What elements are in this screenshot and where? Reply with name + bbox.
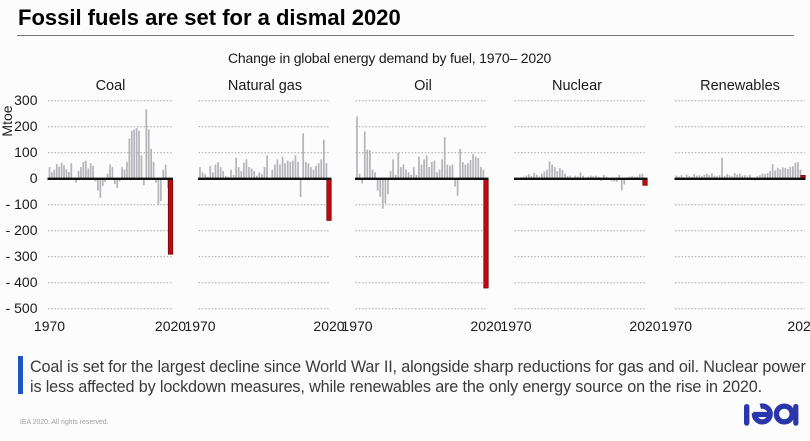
svg-text:0: 0 <box>30 170 38 186</box>
svg-text:1970: 1970 <box>184 318 215 334</box>
svg-text:300: 300 <box>14 92 38 108</box>
svg-text:2020: 2020 <box>155 318 186 334</box>
svg-text:2020: 2020 <box>313 318 344 334</box>
svg-text:Natural gas: Natural gas <box>228 78 302 94</box>
svg-text:- 300: - 300 <box>6 248 38 264</box>
svg-text:2020: 2020 <box>629 318 660 334</box>
svg-text:- 100: - 100 <box>6 196 38 212</box>
svg-text:200: 200 <box>14 118 38 134</box>
svg-text:Renewables: Renewables <box>700 78 780 94</box>
svg-text:- 400: - 400 <box>6 274 38 290</box>
svg-text:2020: 2020 <box>470 318 501 334</box>
svg-text:- 200: - 200 <box>6 222 38 238</box>
svg-text:1970: 1970 <box>34 318 65 334</box>
svg-text:1970: 1970 <box>500 318 531 334</box>
svg-text:Coal: Coal <box>96 78 126 94</box>
svg-text:1970: 1970 <box>661 318 692 334</box>
svg-text:- 500: - 500 <box>6 300 38 316</box>
svg-text:100: 100 <box>14 144 38 160</box>
svg-text:Mtoe: Mtoe <box>0 105 15 136</box>
svg-text:Nuclear: Nuclear <box>552 78 602 94</box>
svg-text:1970: 1970 <box>341 318 372 334</box>
svg-text:Oil: Oil <box>414 78 432 94</box>
svg-text:2020: 2020 <box>787 318 810 334</box>
